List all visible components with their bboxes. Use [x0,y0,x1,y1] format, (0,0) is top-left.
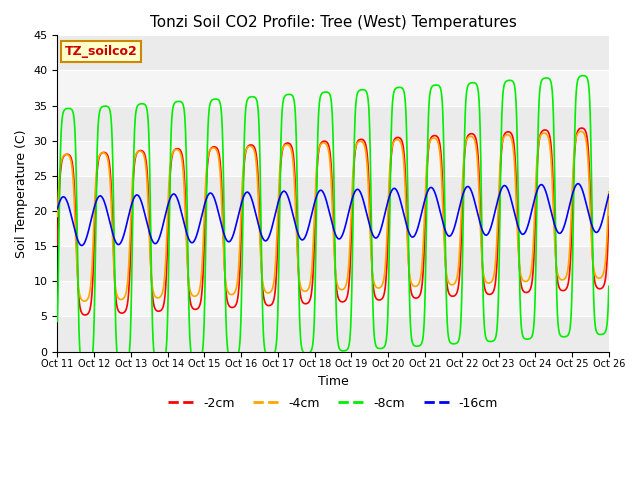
-8cm [488,338,496,344]
-8cm [457,322,465,327]
Legend: -2cm, -4cm, -8cm, -16cm: -2cm, -4cm, -8cm, -16cm [163,392,503,415]
-8cm [579,73,587,79]
X-axis label: Time: Time [317,375,349,388]
Line: -16cm: -16cm [58,184,609,245]
-2cm [605,214,612,219]
Title: Tonzi Soil CO2 Profile: Tree (West) Temperatures: Tonzi Soil CO2 Profile: Tree (West) Temp… [150,15,516,30]
Bar [58,176,609,211]
Bar [58,316,609,351]
Y-axis label: Soil Temperature (C): Soil Temperature (C) [15,129,28,258]
-4cm [457,223,465,228]
Bar [58,281,609,316]
-16cm [604,193,612,199]
-2cm [54,242,61,248]
-2cm [426,137,434,143]
Line: -2cm: -2cm [58,128,609,315]
-8cm [54,319,61,324]
-4cm [153,295,161,300]
-4cm [577,129,585,134]
-16cm [313,193,321,199]
Bar [58,211,609,246]
-4cm [605,189,612,195]
Bar [58,141,609,176]
-8cm [313,194,321,200]
-2cm [153,308,161,313]
Bar [58,246,609,281]
Bar [58,106,609,141]
-2cm [457,251,465,256]
-8cm [605,284,612,289]
Line: -8cm: -8cm [58,76,609,367]
-4cm [313,165,321,170]
Line: -4cm: -4cm [58,132,609,301]
-8cm [604,300,612,306]
-2cm [604,229,612,235]
-4cm [604,202,612,208]
Bar [58,36,609,71]
-16cm [605,192,612,197]
-8cm [426,89,434,95]
-16cm [457,200,465,205]
-2cm [578,125,586,131]
-2cm [488,290,496,296]
-2cm [81,312,89,318]
-16cm [54,206,61,212]
-4cm [81,298,88,304]
-16cm [574,181,582,187]
-16cm [426,185,434,191]
Text: TZ_soilco2: TZ_soilco2 [65,45,138,58]
-4cm [54,214,61,219]
-16cm [153,240,161,246]
-8cm [153,359,161,365]
-2cm [313,176,321,182]
Bar [58,71,609,106]
-16cm [488,221,496,227]
-8cm [82,364,90,370]
-16cm [78,242,86,248]
-4cm [488,278,496,284]
-4cm [426,138,434,144]
